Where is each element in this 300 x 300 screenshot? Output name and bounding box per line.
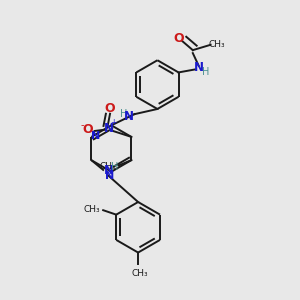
Text: N: N [105, 171, 115, 181]
Text: O: O [82, 123, 93, 136]
Text: H: H [111, 162, 118, 172]
Text: N: N [103, 164, 113, 177]
Text: N: N [91, 131, 100, 141]
Text: O: O [173, 32, 184, 45]
Text: +: + [110, 118, 116, 127]
Text: CH₃: CH₃ [83, 205, 100, 214]
Text: O: O [105, 102, 116, 115]
Text: N: N [124, 110, 134, 123]
Text: N: N [103, 122, 114, 134]
Text: N: N [194, 61, 204, 74]
Text: -: - [80, 120, 84, 130]
Text: H: H [120, 109, 128, 118]
Text: CH₃: CH₃ [131, 269, 148, 278]
Text: CH₃: CH₃ [100, 162, 117, 171]
Text: H: H [202, 67, 209, 77]
Text: CH₃: CH₃ [208, 40, 225, 49]
